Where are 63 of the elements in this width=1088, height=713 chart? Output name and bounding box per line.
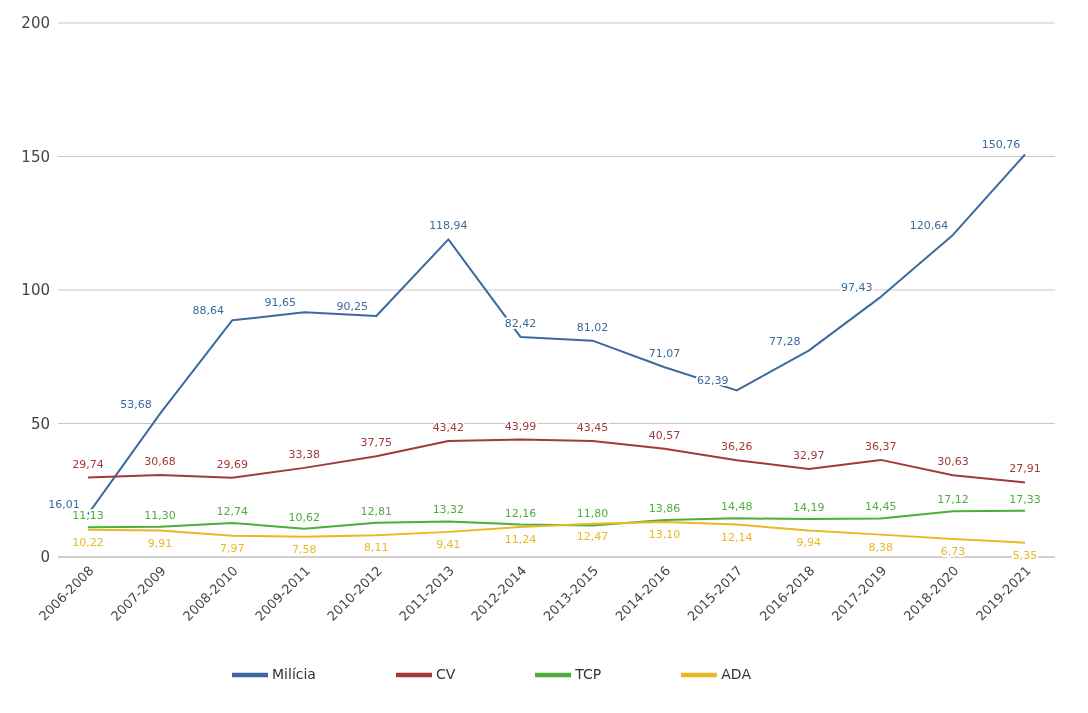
data-label: 13,32 xyxy=(432,503,465,517)
data-label: 36,26 xyxy=(720,440,753,454)
legend-label: Milícia xyxy=(272,666,316,682)
data-label: 27,91 xyxy=(1009,462,1041,476)
y-tick-label: 0 xyxy=(40,548,50,567)
data-label: 118,94 xyxy=(429,219,468,233)
data-label: 11,30 xyxy=(144,508,176,522)
data-label: 30,63 xyxy=(937,455,969,469)
data-label: 29,69 xyxy=(216,457,248,471)
data-label: 43,42 xyxy=(432,421,465,435)
data-label: 12,47 xyxy=(576,529,609,543)
data-label: 14,48 xyxy=(720,500,753,514)
data-label: 40,57 xyxy=(648,428,681,442)
data-label: 11,24 xyxy=(504,532,537,546)
data-label: 43,99 xyxy=(504,419,537,433)
data-label: 36,37 xyxy=(865,439,897,453)
data-label: 9,94 xyxy=(796,536,822,550)
data-label: 16,01 xyxy=(48,498,80,512)
data-label: 12,74 xyxy=(216,504,248,518)
data-label: 81,02 xyxy=(576,320,609,334)
data-label: 12,16 xyxy=(504,506,537,520)
data-label: 10,22 xyxy=(72,535,104,549)
data-label: 9,41 xyxy=(436,537,461,551)
data-label: 7,97 xyxy=(219,541,245,555)
data-label: 12,81 xyxy=(360,504,393,518)
data-label: 97,43 xyxy=(841,280,873,294)
data-label: 150,76 xyxy=(981,138,1021,152)
data-label: 14,19 xyxy=(793,501,825,515)
y-tick-label: 50 xyxy=(30,414,50,433)
data-label: 29,74 xyxy=(72,457,104,471)
data-label: 17,12 xyxy=(937,493,969,507)
legend-label: ADA xyxy=(721,666,751,682)
data-label: 13,10 xyxy=(648,528,681,542)
data-label: 8,38 xyxy=(868,540,894,554)
data-label: 9,91 xyxy=(147,536,173,550)
data-label: 90,25 xyxy=(336,300,369,314)
data-label: 37,75 xyxy=(360,436,393,450)
data-label: 11,80 xyxy=(576,507,609,521)
data-label: 32,97 xyxy=(793,448,825,462)
data-label: 5,35 xyxy=(1012,548,1038,562)
data-label: 12,14 xyxy=(720,530,753,544)
data-label: 33,38 xyxy=(288,447,320,461)
data-label: 88,64 xyxy=(192,304,224,318)
legend-label: TCP xyxy=(575,666,602,682)
data-label: 77,28 xyxy=(769,334,801,348)
legend-label: CV xyxy=(435,666,456,682)
data-label: 30,68 xyxy=(144,455,176,469)
data-label: 91,65 xyxy=(264,296,296,310)
data-label: 11,13 xyxy=(72,509,104,523)
data-label: 7,58 xyxy=(291,542,317,556)
data-label: 14,45 xyxy=(865,500,897,514)
data-label: 6,73 xyxy=(940,545,966,559)
data-label: 8,11 xyxy=(364,541,389,555)
y-tick-label: 100 xyxy=(21,281,50,300)
data-label: 53,68 xyxy=(120,397,152,411)
data-label: 71,07 xyxy=(648,347,681,361)
y-tick-label: 200 xyxy=(21,14,50,33)
data-label: 17,33 xyxy=(1009,492,1041,506)
data-label: 10,62 xyxy=(288,510,320,524)
y-tick-label: 150 xyxy=(21,147,50,166)
data-label: 120,64 xyxy=(909,218,949,232)
data-label: 43,45 xyxy=(576,420,609,434)
data-label: 13,86 xyxy=(648,501,681,515)
